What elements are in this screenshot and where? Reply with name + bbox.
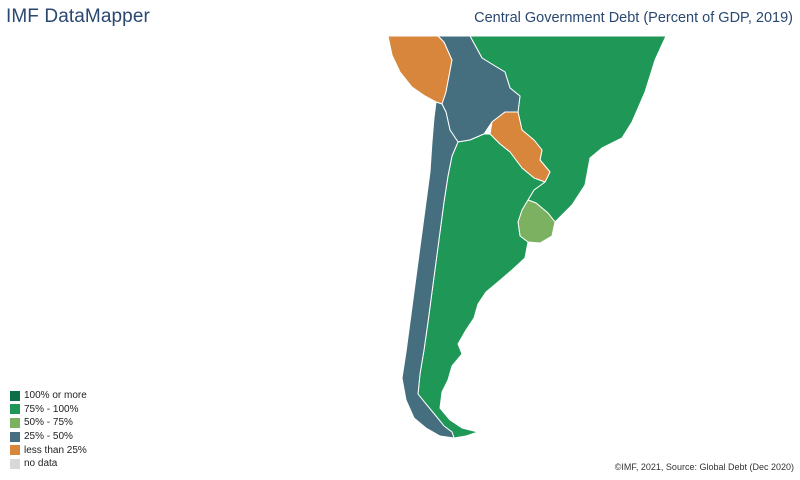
legend-label: no data: [24, 458, 58, 470]
legend-swatch: [10, 390, 20, 401]
legend-label: 25% - 50%: [24, 431, 73, 443]
legend-label: 50% - 75%: [24, 417, 73, 429]
legend-item[interactable]: 25% - 50%: [10, 430, 87, 444]
legend-item[interactable]: no data: [10, 457, 87, 471]
legend-label: 75% - 100%: [24, 403, 79, 415]
legend-item[interactable]: less than 25%: [10, 443, 87, 457]
legend-swatch: [10, 417, 20, 428]
legend-item[interactable]: 50% - 75%: [10, 416, 87, 430]
legend-label: 100% or more: [24, 390, 87, 402]
source-credit: ©IMF, 2021, Source: Global Debt (Dec 202…: [614, 462, 794, 472]
legend-item[interactable]: 75% - 100%: [10, 403, 87, 417]
map-title: Central Government Debt (Percent of GDP,…: [474, 10, 793, 26]
brand-title[interactable]: IMF DataMapper: [6, 6, 150, 27]
country-chile[interactable]: [401, 101, 459, 439]
legend-swatch: [10, 404, 20, 415]
legend-label: less than 25%: [24, 444, 87, 456]
legend-swatch: [10, 445, 20, 456]
legend-swatch: [10, 431, 20, 442]
legend-swatch: [10, 458, 20, 469]
country-bolivia[interactable]: [437, 35, 521, 143]
legend: 100% or more 75% - 100% 50% - 75% 25% - …: [10, 389, 87, 471]
legend-item[interactable]: 100% or more: [10, 389, 87, 403]
country-peru[interactable]: [387, 35, 453, 105]
